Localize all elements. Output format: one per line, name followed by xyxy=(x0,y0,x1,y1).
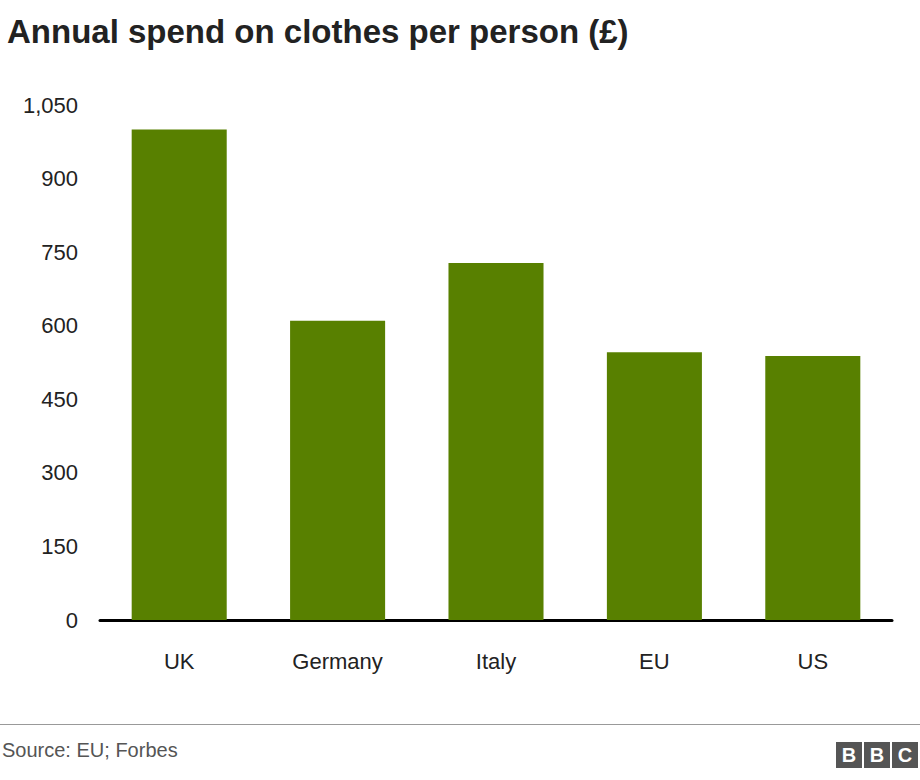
svg-text:450: 450 xyxy=(41,387,78,412)
svg-text:150: 150 xyxy=(41,534,78,559)
svg-text:600: 600 xyxy=(41,313,78,338)
svg-text:900: 900 xyxy=(41,166,78,191)
svg-text:UK: UK xyxy=(164,649,195,674)
svg-text:B: B xyxy=(842,744,856,766)
svg-text:Annual spend on clothes per pe: Annual spend on clothes per person (£) xyxy=(7,13,629,50)
svg-text:0: 0 xyxy=(66,608,78,633)
svg-text:300: 300 xyxy=(41,460,78,485)
svg-text:Italy: Italy xyxy=(476,649,516,674)
svg-text:Source: EU; Forbes: Source: EU; Forbes xyxy=(2,739,178,761)
svg-text:B: B xyxy=(870,744,884,766)
svg-text:US: US xyxy=(798,649,829,674)
svg-text:EU: EU xyxy=(639,649,670,674)
svg-text:750: 750 xyxy=(41,240,78,265)
svg-text:Germany: Germany xyxy=(292,649,382,674)
svg-text:1,050: 1,050 xyxy=(23,93,78,118)
svg-text:C: C xyxy=(898,744,912,766)
